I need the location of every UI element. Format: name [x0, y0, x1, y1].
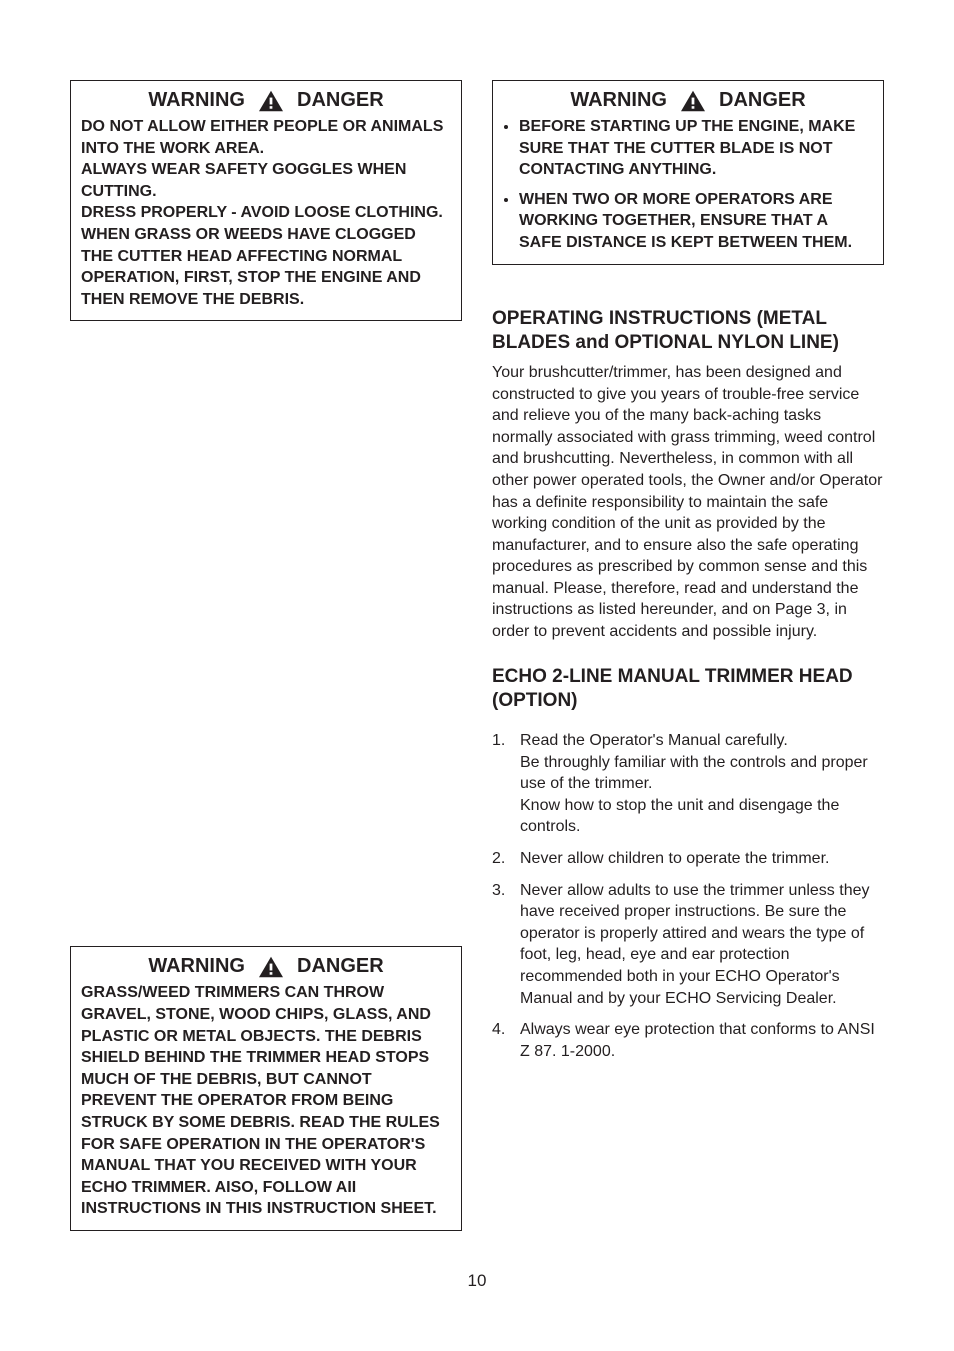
list-item: 3. Never allow adults to use the trimmer… [492, 880, 884, 1010]
section-heading-operating: OPERATING INSTRUCTIONS (METAL BLADES and… [492, 307, 884, 356]
danger-label: DANGER [297, 87, 384, 114]
numbered-list: 1. Read the Operator's Manual carefully.… [492, 730, 884, 1072]
list-line: Know how to stop the unit and disengage … [520, 797, 839, 836]
warning-box-debris: WARNING DANGER GRASS/WEED TRIMMERS CAN T… [70, 946, 462, 1231]
warning-bullet-item: WHEN TWO OR MORE OPERATORS ARE WORKING T… [519, 189, 873, 254]
section-body-operating: Your brushcutter/trimmer, has been desig… [492, 362, 884, 643]
warning-bullet-list: BEFORE STARTING UP THE ENGINE, MAKE SURE… [503, 116, 873, 254]
warning-box-engine-start: WARNING DANGER BEFORE STARTING UP THE EN… [492, 80, 884, 265]
warning-bullet-item: BEFORE STARTING UP THE ENGINE, MAKE SURE… [519, 116, 873, 181]
danger-label: DANGER [719, 87, 806, 114]
warning-body-text: DO NOT ALLOW EITHER PEOPLE OR ANIMALS IN… [81, 116, 451, 310]
spacer [70, 321, 462, 946]
danger-label: DANGER [297, 953, 384, 980]
warning-header: WARNING DANGER [81, 87, 451, 114]
list-text: Never allow adults to use the trimmer un… [520, 880, 884, 1010]
warning-body-text: GRASS/WEED TRIMMERS CAN THROW GRAVEL, ST… [81, 982, 451, 1220]
list-item: 2. Never allow children to operate the t… [492, 848, 884, 870]
warning-triangle-icon [257, 955, 285, 979]
list-number: 3. [492, 880, 520, 1010]
page: WARNING DANGER DO NOT ALLOW EITHER PEOPL… [0, 0, 954, 1351]
page-number: 10 [70, 1271, 884, 1291]
column-layout: WARNING DANGER DO NOT ALLOW EITHER PEOPL… [70, 80, 884, 1231]
list-number: 2. [492, 848, 520, 870]
right-column: WARNING DANGER BEFORE STARTING UP THE EN… [492, 80, 884, 1231]
list-number: 4. [492, 1019, 520, 1062]
list-line: Read the Operator's Manual carefully. [520, 732, 788, 749]
left-column: WARNING DANGER DO NOT ALLOW EITHER PEOPL… [70, 80, 462, 1231]
warning-label: WARNING [570, 87, 667, 114]
section-heading-echo-head: ECHO 2-LINE MANUAL TRIMMER HEAD (OPTION) [492, 665, 884, 714]
warning-header: WARNING DANGER [503, 87, 873, 114]
list-item: 4. Always wear eye protection that confo… [492, 1019, 884, 1062]
list-text: Always wear eye protection that conforms… [520, 1019, 884, 1062]
warning-label: WARNING [148, 953, 245, 980]
list-text: Read the Operator's Manual carefully. Be… [520, 730, 884, 838]
warning-triangle-icon [257, 89, 285, 113]
warning-box-work-area: WARNING DANGER DO NOT ALLOW EITHER PEOPL… [70, 80, 462, 321]
list-number: 1. [492, 730, 520, 838]
list-item: 1. Read the Operator's Manual carefully.… [492, 730, 884, 838]
warning-header: WARNING DANGER [81, 953, 451, 980]
list-text: Never allow children to operate the trim… [520, 848, 884, 870]
warning-label: WARNING [148, 87, 245, 114]
warning-triangle-icon [679, 89, 707, 113]
list-line: Be throughly familiar with the controls … [520, 754, 868, 793]
